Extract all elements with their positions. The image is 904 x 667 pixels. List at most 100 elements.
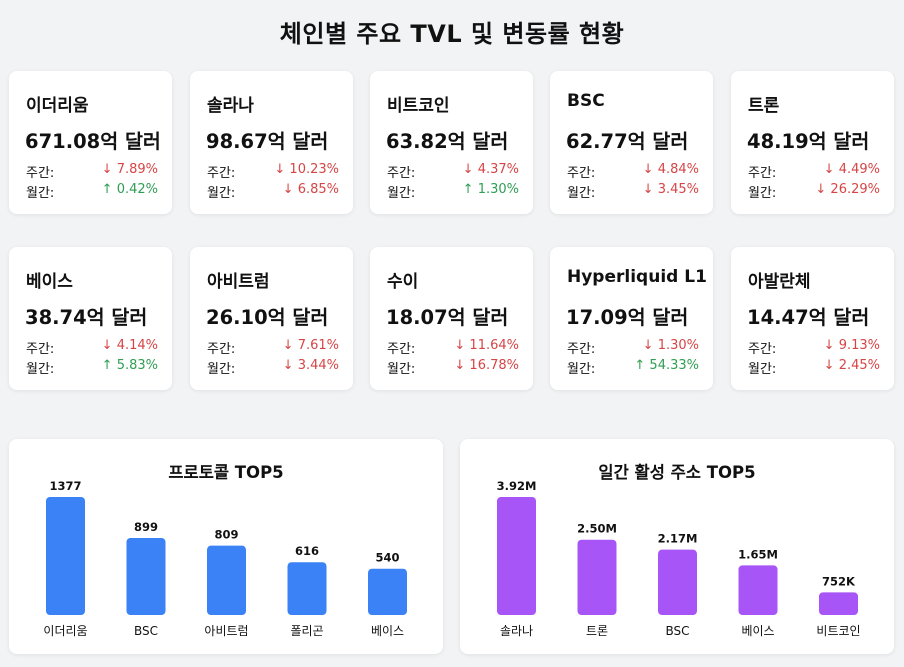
bar-value-label: 752K <box>822 574 856 588</box>
chain-name: 수이 <box>387 272 419 292</box>
chain-card-tron: 트론 48.19억 달러 주간: ↓ 4.49% 월간: ↓ 26.29% <box>731 71 894 214</box>
bar-3 <box>658 549 697 615</box>
monthly-label: 월간: <box>567 186 596 201</box>
chain-card-ethereum: 이더리움 671.08억 달러 주간: ↓ 7.89% 월간: ↑ 0.42% <box>9 71 172 214</box>
monthly-label: 월간: <box>26 186 55 201</box>
weekly-label: 주간: <box>387 166 416 181</box>
bar-4 <box>738 565 778 615</box>
chain-name: 비트코인 <box>387 96 450 116</box>
chain-name: 솔라나 <box>207 96 254 116</box>
page-title: 체인별 주요 TVL 및 변동률 현황 <box>279 20 625 48</box>
category-label: 이더리움 <box>43 624 87 638</box>
monthly-label: 월간: <box>207 362 236 377</box>
chain-card-avalanche: 아발란체 14.47억 달러 주간: ↓ 9.13% 월간: ↓ 2.45% <box>731 247 894 390</box>
weekly-label: 주간: <box>567 342 596 357</box>
bar-4 <box>287 562 327 615</box>
chain-name: 베이스 <box>26 272 73 292</box>
monthly-change: ↑ 0.42% <box>101 182 158 197</box>
monthly-label: 월간: <box>387 186 416 201</box>
bar-5 <box>819 592 858 615</box>
category-label: 폴리곤 <box>290 624 323 638</box>
bar-value-label: 540 <box>375 551 399 565</box>
chain-tvl: 17.09억 달러 <box>566 306 689 329</box>
active-address-top5-chart: 3.92M 솔라나 2.50M 트론 2.17M BSC 1.65M 베이스 752K 비트코인 <box>497 479 861 638</box>
weekly-change: ↓ 4.37% <box>462 162 519 177</box>
monthly-change: ↑ 5.83% <box>101 358 158 373</box>
chain-tvl: 98.67억 달러 <box>206 130 329 153</box>
chain-name: BSC <box>567 91 605 111</box>
monthly-change: ↑ 54.33% <box>634 358 699 373</box>
monthly-change: ↓ 2.45% <box>823 358 880 373</box>
chain-name: 아발란체 <box>748 272 811 292</box>
chain-card-hyperliquid: Hyperliquid L1 17.09억 달러 주간: ↓ 1.30% 월간: ↑… <box>550 247 713 390</box>
monthly-label: 월간: <box>26 362 55 377</box>
weekly-change: ↓ 10.23% <box>274 162 339 177</box>
chart-title: 일간 활성 주소 TOP5 <box>598 463 756 482</box>
category-label: 베이스 <box>371 624 404 638</box>
bar-value-label: 1.65M <box>738 547 778 561</box>
bar-2 <box>126 537 166 615</box>
category-label: 솔라나 <box>500 624 533 638</box>
bar-2 <box>577 539 617 615</box>
weekly-label: 주간: <box>387 342 416 357</box>
bar-value-label: 3.92M <box>497 479 537 493</box>
bar-value-label: 1377 <box>49 479 81 493</box>
category-label: 베이스 <box>741 624 774 638</box>
bar-value-label: 616 <box>295 544 319 558</box>
chart-title: 프로토콜 TOP5 <box>168 463 284 482</box>
weekly-change: ↓ 11.64% <box>454 338 519 353</box>
weekly-change: ↓ 7.89% <box>101 162 158 177</box>
category-label: BSC <box>665 624 689 638</box>
chain-tvl: 62.77억 달러 <box>566 130 689 153</box>
weekly-label: 주간: <box>567 166 596 181</box>
chain-tvl: 63.82억 달러 <box>386 130 509 153</box>
bar-5 <box>368 568 407 615</box>
bar-value-label: 2.50M <box>577 522 617 536</box>
monthly-change: ↓ 3.45% <box>642 182 699 197</box>
monthly-label: 월간: <box>748 186 777 201</box>
weekly-label: 주간: <box>26 342 55 357</box>
monthly-change: ↓ 16.78% <box>454 358 519 373</box>
chain-tvl: 38.74억 달러 <box>25 306 148 329</box>
weekly-change: ↓ 9.13% <box>823 338 880 353</box>
protocol-top5-chart: 1377 이더리움 899 BSC 809 아비트럼 616 폴리곤 540 베이스 <box>43 479 407 638</box>
chain-name: 이더리움 <box>26 96 89 116</box>
bar-value-label: 809 <box>214 528 238 542</box>
chain-card-sui: 수이 18.07억 달러 주간: ↓ 11.64% 월간: ↓ 16.78% <box>370 247 533 390</box>
monthly-label: 월간: <box>387 362 416 377</box>
monthly-label: 월간: <box>567 362 596 377</box>
chain-name: 트론 <box>748 96 780 116</box>
weekly-label: 주간: <box>207 166 236 181</box>
monthly-change: ↑ 1.30% <box>462 182 519 197</box>
weekly-change: ↓ 1.30% <box>642 338 699 353</box>
chain-name: 아비트럼 <box>207 272 270 292</box>
bar-1 <box>497 497 536 615</box>
chain-card-base: 베이스 38.74억 달러 주간: ↓ 4.14% 월간: ↑ 5.83% <box>9 247 172 390</box>
weekly-label: 주간: <box>748 166 777 181</box>
weekly-change: ↓ 4.14% <box>101 338 158 353</box>
weekly-change: ↓ 7.61% <box>282 338 339 353</box>
monthly-change: ↓ 6.85% <box>282 182 339 197</box>
chain-card-bsc: BSC 62.77억 달러 주간: ↓ 4.84% 월간: ↓ 3.45% <box>550 71 713 214</box>
chain-tvl: 26.10억 달러 <box>206 306 329 329</box>
chain-tvl: 671.08억 달러 <box>25 130 161 153</box>
chain-card-arbitrum: 아비트럼 26.10억 달러 주간: ↓ 7.61% 월간: ↓ 3.44% <box>190 247 353 390</box>
category-label: 아비트럼 <box>204 624 248 638</box>
category-label: 트론 <box>586 624 608 638</box>
protocol-top5-panel: 프로토콜 TOP5 1377 이더리움 899 BSC 809 아비트럼 616 폴리곤 540… <box>9 439 443 654</box>
monthly-change: ↓ 26.29% <box>815 182 880 197</box>
category-label: BSC <box>134 624 158 638</box>
chain-tvl: 14.47억 달러 <box>747 306 870 329</box>
bar-value-label: 2.17M <box>658 532 698 546</box>
category-label: 비트코인 <box>816 624 860 638</box>
chain-card-solana: 솔라나 98.67억 달러 주간: ↓ 10.23% 월간: ↓ 6.85% <box>190 71 353 214</box>
weekly-change: ↓ 4.84% <box>642 162 699 177</box>
weekly-label: 주간: <box>748 342 777 357</box>
bar-1 <box>46 497 85 615</box>
monthly-change: ↓ 3.44% <box>282 358 339 373</box>
chain-tvl: 48.19억 달러 <box>747 130 870 153</box>
chain-name: Hyperliquid L1 <box>567 267 707 287</box>
weekly-label: 주간: <box>26 166 55 181</box>
chain-tvl: 18.07억 달러 <box>386 306 509 329</box>
active-address-top5-panel: 일간 활성 주소 TOP5 3.92M 솔라나 2.50M 트론 2.17M BSC 1.6… <box>460 439 894 654</box>
